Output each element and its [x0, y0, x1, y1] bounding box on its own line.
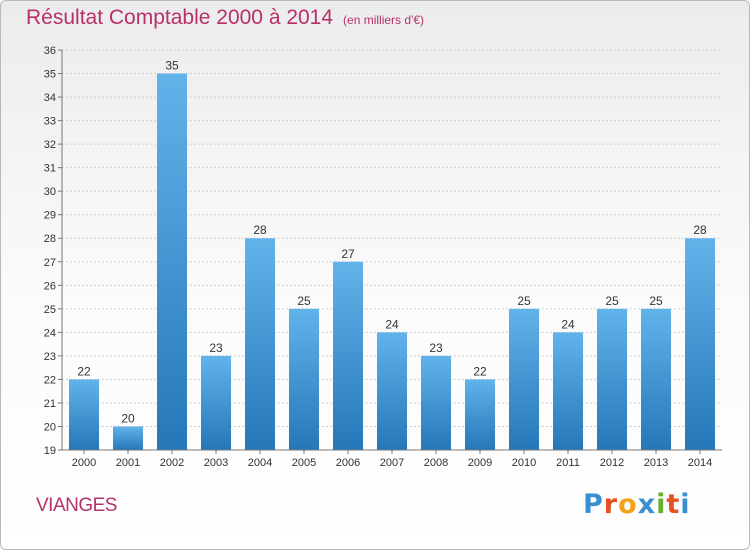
bar [641, 308, 671, 450]
x-tick-label: 2003 [204, 457, 228, 469]
place-name: VIANGES [36, 495, 117, 516]
y-tick-label: 36 [44, 45, 56, 57]
x-tick-label: 2006 [336, 457, 360, 469]
bar [289, 308, 319, 450]
y-tick-label: 31 [44, 163, 56, 175]
bar [553, 332, 583, 450]
x-tick-label: 2002 [160, 457, 184, 469]
x-tick-label: 2009 [468, 457, 492, 469]
bar [333, 261, 363, 450]
logo-letter: i [680, 489, 691, 520]
x-tick-label: 2005 [292, 457, 316, 469]
bar [113, 426, 143, 450]
x-tick-label: 2000 [72, 457, 96, 469]
data-label: 22 [77, 364, 91, 378]
x-tick-label: 2007 [380, 457, 404, 469]
y-tick-label: 24 [44, 327, 56, 339]
x-tick-label: 2008 [424, 457, 448, 469]
x-tick-label: 2010 [512, 457, 536, 469]
data-label: 23 [429, 341, 443, 355]
data-label: 20 [121, 411, 135, 425]
x-tick-label: 2011 [556, 457, 580, 469]
bar [685, 238, 715, 450]
y-tick-label: 25 [44, 304, 56, 316]
data-label: 25 [517, 294, 531, 308]
bar [69, 379, 99, 450]
logo-letter: t [666, 489, 681, 520]
y-tick-label: 26 [44, 280, 56, 292]
data-label: 25 [649, 294, 663, 308]
bar [377, 332, 407, 450]
x-tick-label: 2004 [248, 457, 272, 469]
x-tick-label: 2014 [688, 457, 712, 469]
y-tick-label: 23 [44, 351, 56, 363]
bar [157, 73, 187, 450]
y-tick-label: 29 [44, 210, 56, 222]
data-label: 23 [209, 341, 223, 355]
y-tick-label: 27 [44, 257, 56, 269]
data-label: 25 [605, 294, 619, 308]
logo-letter: o [618, 489, 638, 520]
proxiti-logo[interactable]: Proxiti [583, 489, 691, 520]
y-tick-label: 35 [44, 69, 56, 81]
bar [509, 308, 539, 450]
data-label: 27 [341, 247, 355, 261]
chart-title-text: Résultat Comptable 2000 à 2014 [26, 6, 334, 29]
bar [245, 238, 275, 450]
data-label: 24 [561, 317, 575, 331]
chart-title: Résultat Comptable 2000 à 2014 (en millie… [26, 6, 424, 30]
data-label: 28 [253, 223, 267, 237]
bars [69, 73, 715, 450]
x-tick-label: 2012 [600, 457, 624, 469]
y-tick-label: 22 [44, 374, 56, 386]
y-tick-label: 30 [44, 186, 56, 198]
y-tick-label: 33 [44, 116, 56, 128]
data-label: 22 [473, 364, 487, 378]
data-label: 24 [385, 317, 399, 331]
logo-letter: i [656, 489, 667, 520]
logo-letter: x [637, 489, 657, 520]
logo-letter: r [603, 489, 619, 520]
logo-letter: P [583, 489, 604, 520]
x-tick-label: 2001 [116, 457, 140, 469]
bar [421, 355, 451, 450]
data-label: 35 [165, 59, 179, 73]
axes: 19 20 21 22 23 24 25 26 27 28 29 30 31 32 33 34 35 36 2000… [44, 45, 722, 469]
data-label: 28 [693, 223, 707, 237]
bar [201, 355, 231, 450]
y-tick-label: 21 [44, 398, 56, 410]
y-tick-label: 34 [44, 92, 56, 104]
y-tick-label: 20 [44, 421, 56, 433]
data-label: 25 [297, 294, 311, 308]
x-tick-label: 2013 [644, 457, 668, 469]
chart-unit: (en milliers d'€) [343, 13, 425, 27]
data-labels: 22 20 35 23 28 25 27 24 23 22 25 24 25 25 28 [77, 59, 707, 426]
y-tick-label: 32 [44, 139, 56, 151]
y-tick-label: 19 [44, 445, 56, 457]
bar [465, 379, 495, 450]
y-tick-label: 28 [44, 233, 56, 245]
bar [597, 308, 627, 450]
